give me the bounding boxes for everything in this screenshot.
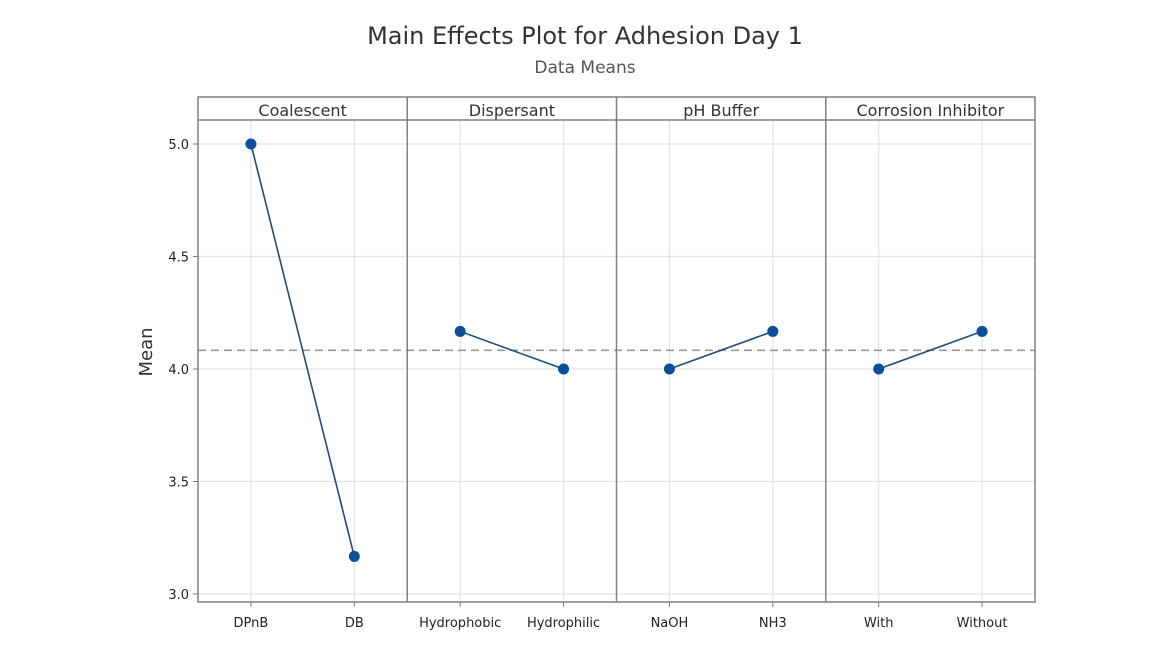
data-point-naoh [663,363,675,375]
panel-label-coalescent: Coalescent [258,101,346,120]
effect-line-coalescent [250,143,356,557]
x-tick-label: DPnB [234,616,269,631]
y-axis-title: Mean [136,327,157,376]
effect-line-corrosion-inhibitor [878,330,983,370]
x-tick-label: Hydrophobic [419,616,501,631]
effect-line-ph-buffer [669,330,774,370]
x-tick-label: DB [345,616,364,631]
x-tick-label: NaOH [651,616,689,631]
y-tick-label: 5.0 [168,138,189,153]
y-tick-label: 3.5 [168,476,189,491]
data-point-nh3 [767,325,779,337]
chart-title: Main Effects Plot for Adhesion Day 1 [367,22,803,50]
x-tick-label: Hydrophilic [527,616,600,631]
y-tick-label: 4.0 [168,363,189,378]
data-point-hydrophilic [558,363,570,375]
y-tick-label: 4.5 [168,251,189,266]
data-point-hydrophobic [454,325,466,337]
panel-label-dispersant: Dispersant [469,101,555,120]
panel-label-ph-buffer: pH Buffer [683,101,759,120]
data-point-without [976,325,988,337]
y-tick-label: 3.0 [168,588,189,603]
data-point-dpnb [245,138,257,150]
data-point-db [348,550,360,562]
x-tick-label: NH3 [759,616,787,631]
chart-subtitle: Data Means [534,58,636,78]
x-tick-label: With [864,616,894,631]
panel-label-corrosion-inhibitor: Corrosion Inhibitor [856,101,1004,120]
effect-line-dispersant [459,330,564,370]
x-tick-label: Without [957,616,1008,631]
data-point-with [873,363,885,375]
